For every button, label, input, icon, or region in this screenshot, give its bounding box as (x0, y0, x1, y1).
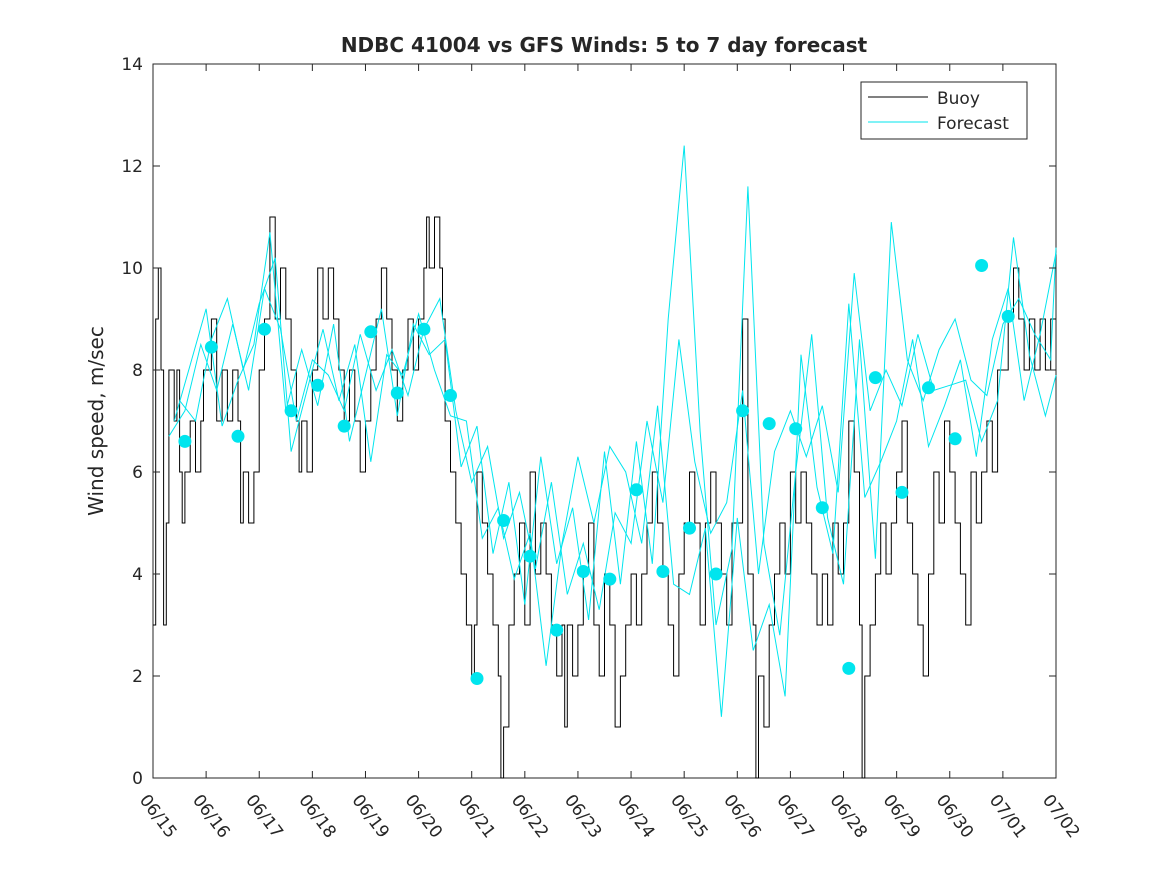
x-tick-label: 06/22 (507, 791, 552, 842)
y-tick-label: 4 (132, 565, 143, 585)
forecast-marker (868, 371, 882, 385)
buoy-line (153, 216, 1056, 779)
forecast-marker (231, 429, 245, 443)
legend-label-forecast: Forecast (937, 114, 1009, 134)
legend-box (860, 81, 1028, 140)
forecast-marker (683, 521, 696, 535)
forecast-marker (948, 432, 962, 446)
buoy-series (153, 216, 1056, 779)
x-tick-label: 06/17 (241, 791, 286, 842)
forecast-marker (337, 419, 351, 433)
x-tick-label: 06/26 (719, 791, 764, 842)
x-tick-label: 06/24 (613, 791, 658, 842)
forecast-marker (815, 501, 829, 515)
x-tick-label: 06/25 (666, 791, 711, 842)
forecast-line (168, 237, 1057, 610)
y-tick-label: 8 (132, 361, 143, 381)
forecast-marker (417, 322, 431, 336)
legend-label-buoy: Buoy (937, 89, 980, 109)
forecast-marker (656, 565, 670, 578)
y-tick-label: 6 (132, 463, 143, 483)
forecast-line (173, 145, 1057, 636)
forecast-marker (523, 549, 537, 563)
x-tick-label: 06/27 (772, 791, 817, 842)
forecast-line (179, 252, 1057, 717)
x-tick-label: 06/30 (932, 791, 977, 842)
x-tick-label: 06/20 (401, 791, 446, 842)
x-tick-label: 06/21 (454, 791, 499, 842)
x-tick-label: 07/02 (1038, 791, 1083, 842)
y-tick-label: 0 (132, 769, 143, 789)
x-tick-label: 06/15 (135, 791, 180, 842)
forecast-marker (762, 417, 776, 431)
forecast-marker (789, 422, 803, 436)
x-tick-label: 06/28 (826, 791, 871, 842)
y-axis: 0 2 4 6 8 10 12 14 (121, 55, 1056, 789)
forecast-marker (390, 386, 404, 400)
forecast-series (168, 145, 1057, 717)
forecast-marker (178, 434, 192, 448)
forecast-marker (497, 514, 511, 527)
forecast-marker (1001, 309, 1015, 323)
forecast-marker (975, 259, 989, 272)
y-tick-label: 10 (121, 259, 143, 279)
forecast-marker (576, 565, 590, 578)
x-tick-label: 06/23 (560, 791, 605, 842)
forecast-marker (258, 322, 271, 336)
forecast-marker (842, 661, 856, 675)
forecast-marker (444, 389, 457, 402)
forecast-marker (311, 378, 325, 392)
forecast-marker (629, 483, 643, 497)
forecast-marker (895, 485, 909, 499)
forecast-marker (922, 381, 935, 395)
x-tick-label: 07/01 (985, 791, 1030, 842)
y-tick-label: 2 (132, 667, 143, 687)
forecast-marker (364, 325, 378, 339)
y-axis-label: Wind speed, m/sec (84, 326, 108, 516)
x-tick-label: 06/29 (879, 791, 924, 842)
forecast-marker (603, 572, 617, 586)
forecast-marker (284, 404, 298, 418)
forecast-marker (204, 340, 218, 354)
x-tick-label: 06/19 (347, 791, 392, 842)
y-tick-label: 14 (121, 55, 143, 75)
forecast-marker (709, 567, 723, 581)
forecast-marker (550, 623, 564, 637)
x-tick-label: 06/18 (294, 791, 339, 842)
plot-area (152, 63, 1057, 779)
forecast-markers (178, 259, 1015, 685)
x-tick-label: 06/16 (188, 791, 233, 842)
forecast-marker (736, 404, 750, 418)
forecast-marker (470, 672, 484, 685)
legend: Buoy Forecast (860, 81, 1028, 140)
y-tick-label: 12 (121, 157, 143, 177)
chart-title: NDBC 41004 vs GFS Winds: 5 to 7 day fore… (341, 33, 868, 57)
